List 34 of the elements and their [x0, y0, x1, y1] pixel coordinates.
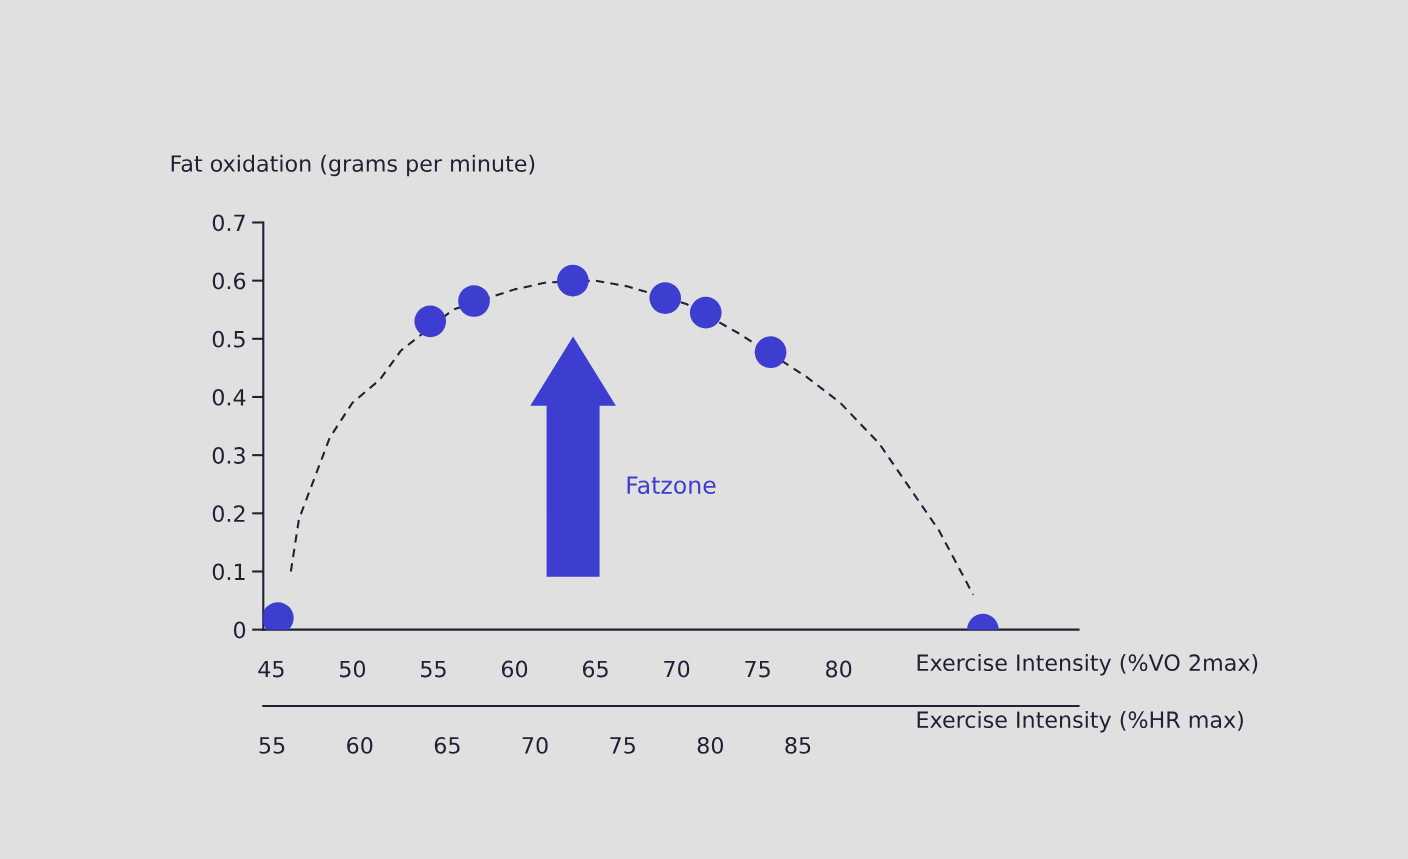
- y-tick-label: 0: [233, 621, 246, 639]
- y-tick-label: 0.6: [212, 272, 246, 290]
- x-tick-label: 45: [258, 660, 284, 678]
- point: [557, 264, 589, 297]
- x-tick-label: 75: [745, 660, 770, 678]
- x2-tick-label: 80: [697, 736, 724, 754]
- y-tick-label: 0.4: [212, 388, 246, 406]
- y-tick-label: 0.7: [212, 214, 245, 232]
- annotation: Fatzone: [627, 476, 716, 494]
- x-tick-label: 60: [501, 660, 528, 678]
- x2-tick-label: 60: [347, 736, 373, 754]
- y-axis-title: Fat oxidation (grams per minute): [171, 154, 535, 177]
- x2-tick-label: 75: [610, 737, 635, 754]
- x-tick-label: 80: [826, 660, 852, 678]
- x2-tick-label: 70: [522, 736, 548, 754]
- point: [689, 296, 722, 329]
- x2-tick-label: 55: [259, 737, 285, 754]
- point: [458, 285, 490, 317]
- x-tick-label: 55: [421, 660, 446, 678]
- y-tick-label: 0.5: [212, 330, 245, 348]
- x2-tick-label: 85: [785, 736, 811, 754]
- x-tick-label: 70: [664, 660, 690, 678]
- line-series: [289, 279, 975, 596]
- point: [649, 282, 682, 314]
- y-tick-label: 0.1: [212, 563, 245, 581]
- x-tick-label: 50: [340, 660, 366, 678]
- y-tick-label: 0.2: [212, 505, 245, 523]
- y-tick-label: 0.3: [212, 447, 245, 464]
- point: [414, 305, 447, 338]
- x2-axis-title: Exercise Intensity (%HR max): [917, 710, 1243, 733]
- x-tick-label: 65: [582, 660, 608, 678]
- point: [754, 336, 787, 369]
- x-axis-title: Exercise Intensity (%VO 2max): [917, 653, 1258, 676]
- x2-tick-label: 65: [434, 736, 460, 754]
